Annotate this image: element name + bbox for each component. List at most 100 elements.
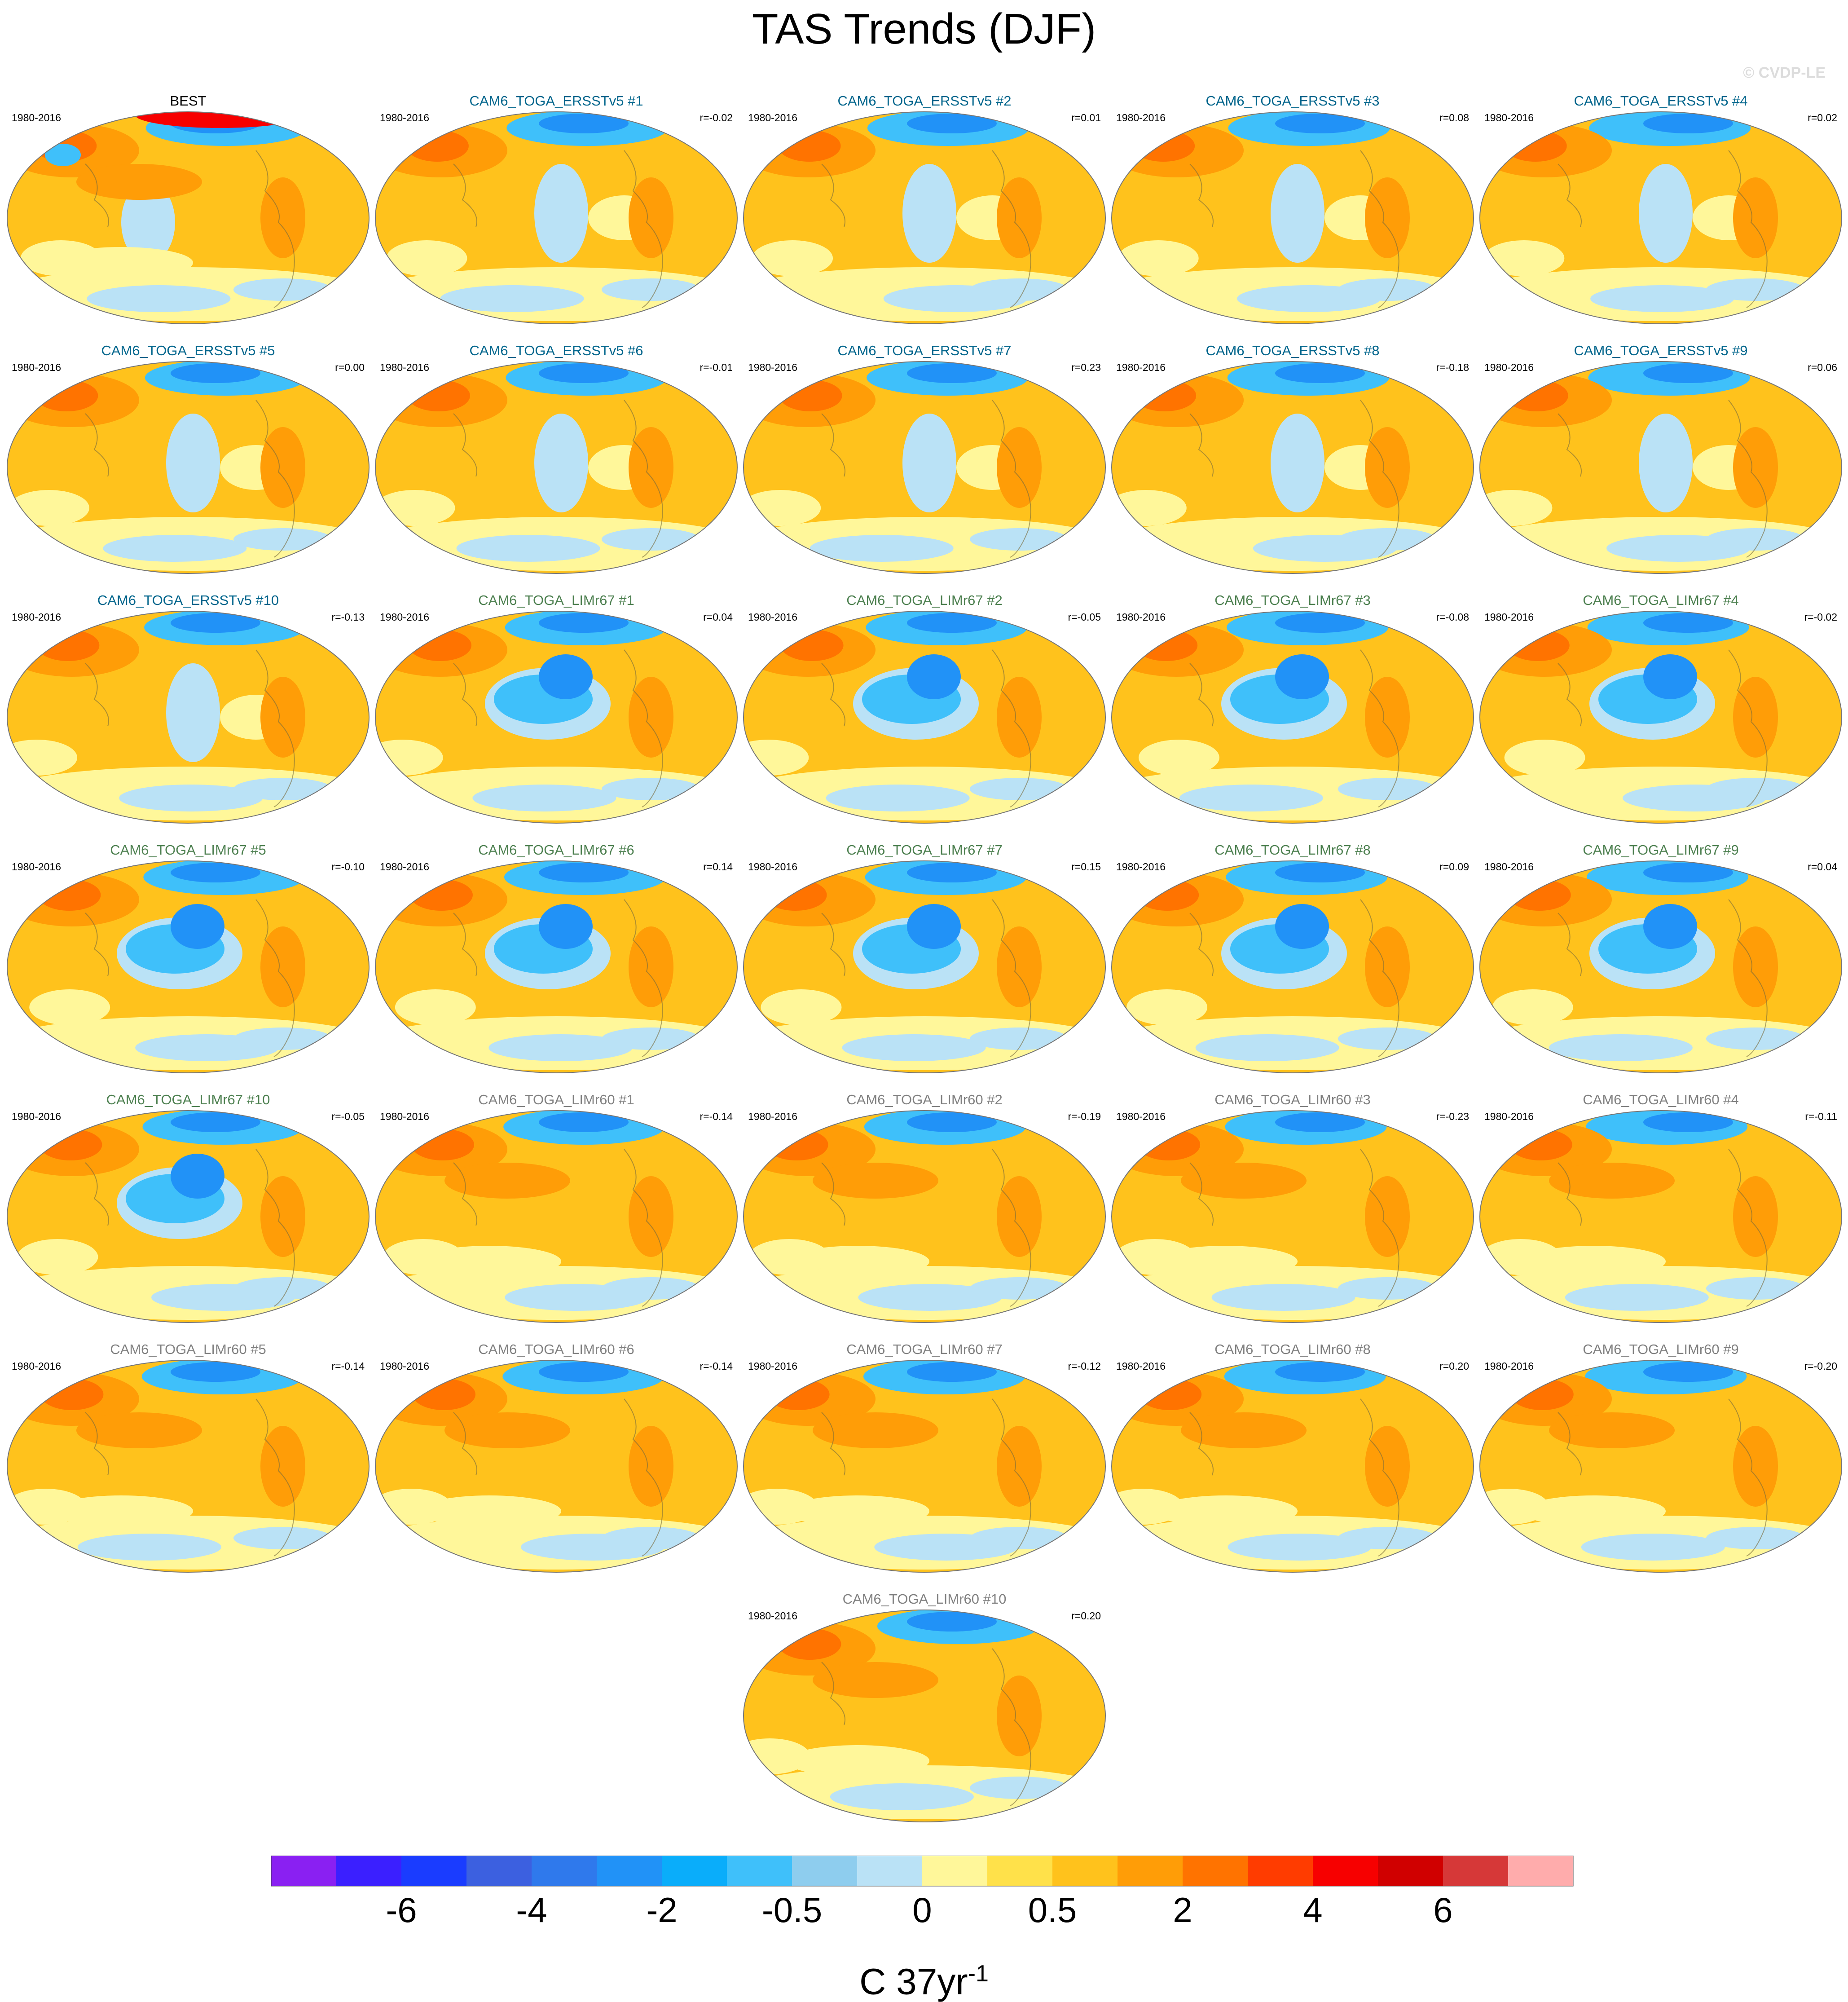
panel-title: CAM6_TOGA_LIMr60 #1 (478, 1092, 634, 1107)
colorbar-segment (792, 1856, 857, 1886)
map-panel: CAM6_TOGA_LIMr60 #1 1980-2016 r=-0.14 (373, 1091, 740, 1324)
panel-period: 1980-2016 (748, 1360, 797, 1372)
panel-correlation: r=0.14 (703, 861, 733, 873)
panel-correlation: r=-0.05 (1068, 611, 1101, 623)
map-panel: CAM6_TOGA_LIMr67 #7 1980-2016 r=0.15 (741, 841, 1108, 1075)
panel-correlation: r=0.08 (1439, 112, 1469, 123)
panel-title: CAM6_TOGA_LIMr60 #4 (1583, 1092, 1739, 1107)
panel-title: CAM6_TOGA_ERSSTv5 #4 (1574, 93, 1748, 109)
panel-correlation: r=0.20 (1071, 1610, 1101, 1622)
colorbar-tick-label: -2 (646, 1890, 677, 1930)
panel-title: CAM6_TOGA_LIMr60 #10 (842, 1591, 1007, 1607)
panel-correlation: r=-0.14 (700, 1111, 733, 1122)
colorbar-tick-label: 0.5 (1028, 1890, 1077, 1930)
panel-period: 1980-2016 (12, 611, 61, 623)
trend-map (1479, 1360, 1842, 1573)
trend-map (743, 1360, 1106, 1573)
panel-title: CAM6_TOGA_ERSSTv5 #2 (837, 93, 1012, 109)
colorbar-segment (1378, 1856, 1443, 1886)
trend-map (1111, 1110, 1474, 1323)
colorbar-segment (532, 1856, 597, 1886)
colorbar-segment (1118, 1856, 1183, 1886)
panel-title: CAM6_TOGA_ERSSTv5 #1 (469, 93, 643, 109)
panel-correlation: r=-0.23 (1436, 1111, 1469, 1122)
map-panel: CAM6_TOGA_ERSSTv5 #9 1980-2016 r=0.06 (1477, 342, 1844, 575)
colorbar-segment (1443, 1856, 1508, 1886)
panel-period: 1980-2016 (1116, 1360, 1166, 1372)
map-panel: CAM6_TOGA_LIMr60 #8 1980-2016 r=0.20 (1109, 1341, 1476, 1574)
panel-title: CAM6_TOGA_LIMr67 #10 (106, 1092, 270, 1107)
panel-period: 1980-2016 (12, 1111, 61, 1122)
colorbar-segment (271, 1856, 336, 1886)
panel-period: 1980-2016 (748, 611, 797, 623)
panel-period: 1980-2016 (12, 1360, 61, 1372)
trend-map (1111, 860, 1474, 1073)
trend-map (1479, 860, 1842, 1073)
panel-title: CAM6_TOGA_ERSSTv5 #6 (469, 343, 643, 358)
panel-title: CAM6_TOGA_ERSSTv5 #8 (1206, 343, 1380, 358)
map-panel: CAM6_TOGA_LIMr60 #3 1980-2016 r=-0.23 (1109, 1091, 1476, 1324)
trend-map (743, 860, 1106, 1073)
panel-title: CAM6_TOGA_ERSSTv5 #7 (837, 343, 1012, 358)
panel-period: 1980-2016 (1484, 611, 1534, 623)
panel-correlation: r=-0.19 (1068, 1111, 1101, 1122)
trend-map (375, 1360, 738, 1573)
panel-period: 1980-2016 (380, 112, 429, 123)
colorbar-segment (1508, 1856, 1573, 1886)
panel-period: 1980-2016 (1116, 861, 1166, 873)
panel-correlation: r=-0.14 (700, 1360, 733, 1372)
trend-map (1111, 111, 1474, 324)
panel-correlation: r=-0.08 (1436, 611, 1469, 623)
panel-correlation: r=0.15 (1071, 861, 1101, 873)
map-panel: CAM6_TOGA_ERSSTv5 #1 1980-2016 r=-0.02 (373, 92, 740, 326)
map-panel: CAM6_TOGA_ERSSTv5 #2 1980-2016 r=0.01 (741, 92, 1108, 326)
panel-title: CAM6_TOGA_LIMr60 #2 (846, 1092, 1003, 1107)
trend-map (743, 361, 1106, 574)
panel-correlation: r=-0.02 (700, 112, 733, 123)
panel-period: 1980-2016 (12, 112, 61, 123)
map-panel: CAM6_TOGA_LIMr67 #5 1980-2016 r=-0.10 (4, 841, 372, 1075)
panel-correlation: r=-0.13 (331, 611, 365, 623)
trend-map (375, 1110, 738, 1323)
panel-period: 1980-2016 (1484, 112, 1534, 123)
map-panel: CAM6_TOGA_LIMr67 #2 1980-2016 r=-0.05 (741, 591, 1108, 825)
map-panel: CAM6_TOGA_LIMr60 #7 1980-2016 r=-0.12 (741, 1341, 1108, 1574)
panel-title: CAM6_TOGA_LIMr60 #9 (1583, 1341, 1739, 1357)
colorbar-segment (401, 1856, 466, 1886)
panel-period: 1980-2016 (1116, 112, 1166, 123)
panel-period: 1980-2016 (1484, 1111, 1534, 1122)
map-panel: CAM6_TOGA_LIMr67 #6 1980-2016 r=0.14 (373, 841, 740, 1075)
panel-title: CAM6_TOGA_LIMr67 #3 (1214, 592, 1371, 608)
trend-map (1111, 611, 1474, 824)
colorbar-tick-label: -0.5 (762, 1890, 822, 1930)
panel-correlation: r=0.00 (335, 362, 365, 373)
trend-map (7, 361, 370, 574)
panel-title: CAM6_TOGA_LIMr67 #5 (110, 842, 266, 858)
map-panel: CAM6_TOGA_LIMr67 #9 1980-2016 r=0.04 (1477, 841, 1844, 1075)
map-panel: CAM6_TOGA_LIMr67 #10 1980-2016 r=-0.05 (4, 1091, 372, 1324)
panel-title: CAM6_TOGA_ERSSTv5 #3 (1206, 93, 1380, 109)
trend-map (7, 611, 370, 824)
panel-period: 1980-2016 (12, 362, 61, 373)
panel-correlation: r=0.20 (1439, 1360, 1469, 1372)
panel-title: CAM6_TOGA_LIMr67 #9 (1583, 842, 1739, 858)
map-panel: CAM6_TOGA_ERSSTv5 #7 1980-2016 r=0.23 (741, 342, 1108, 575)
colorbar-segment (597, 1856, 662, 1886)
panel-period: 1980-2016 (748, 112, 797, 123)
panel-title: CAM6_TOGA_LIMr60 #8 (1214, 1341, 1371, 1357)
map-panel: CAM6_TOGA_LIMr60 #9 1980-2016 r=-0.20 (1477, 1341, 1844, 1574)
panel-title: CAM6_TOGA_LIMr67 #8 (1214, 842, 1371, 858)
colorbar-tick-label: 2 (1173, 1890, 1192, 1930)
colorbar-tick-label: -6 (386, 1890, 417, 1930)
trend-map (375, 860, 738, 1073)
panel-title: CAM6_TOGA_LIMr67 #1 (478, 592, 634, 608)
trend-map (375, 611, 738, 824)
panel-correlation: r=-0.14 (331, 1360, 365, 1372)
panel-period: 1980-2016 (1484, 1360, 1534, 1372)
colorbar-segment (1248, 1856, 1313, 1886)
panel-title: CAM6_TOGA_LIMr67 #6 (478, 842, 634, 858)
panel-period: 1980-2016 (1484, 362, 1534, 373)
colorbar-segment (922, 1856, 987, 1886)
map-panel: CAM6_TOGA_ERSSTv5 #8 1980-2016 r=-0.18 (1109, 342, 1476, 575)
map-panel: CAM6_TOGA_ERSSTv5 #4 1980-2016 r=0.02 (1477, 92, 1844, 326)
